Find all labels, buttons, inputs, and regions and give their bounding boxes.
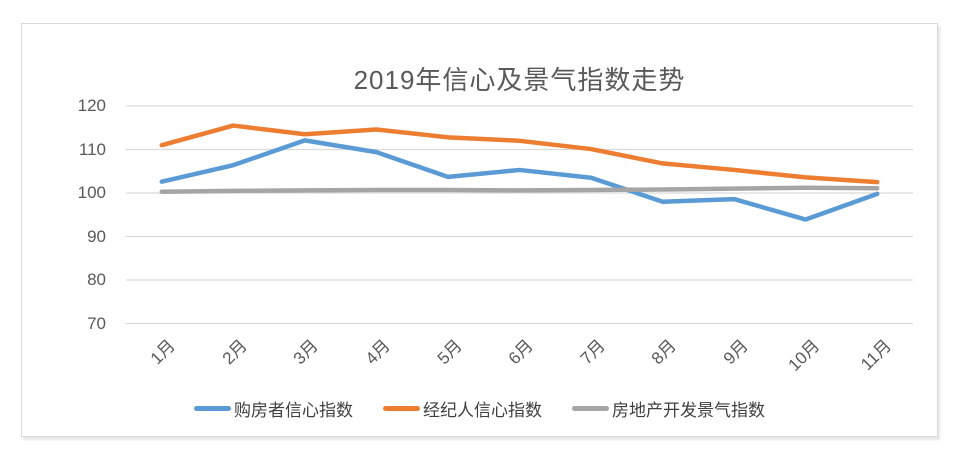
legend-line-swatch-icon <box>383 406 420 411</box>
legend-label: 购房者信心指数 <box>234 401 353 420</box>
legend-label: 经纪人信心指数 <box>423 401 542 420</box>
chart-title: 2019年信心及景气指数走势 <box>353 65 686 95</box>
line-chart-plot <box>126 105 913 325</box>
series-line <box>159 185 880 194</box>
chart-frame: 2019年信心及景气指数走势 120 110 100 90 80 70 1月 2月 3月 4月 5… <box>21 23 938 437</box>
y-axis-tick-label: 90 <box>87 226 106 246</box>
y-axis-tick-label: 100 <box>77 183 106 202</box>
legend-line-swatch-icon <box>194 406 231 411</box>
legend-item: 房地产开发景气指数 <box>572 396 765 421</box>
legend-item: 经纪人信心指数 <box>383 396 542 421</box>
legend: 购房者信心指数 经纪人信心指数 房地产开发景气指数 <box>22 396 937 421</box>
y-axis-tick-label: 120 <box>77 96 106 115</box>
series-line <box>159 123 880 185</box>
y-axis-tick-label: 70 <box>87 313 106 333</box>
legend-line-swatch-icon <box>572 406 609 411</box>
y-axis-tick-label: 80 <box>87 270 106 289</box>
legend-item: 购房者信心指数 <box>194 396 353 421</box>
y-axis-tick-label: 110 <box>78 139 106 159</box>
legend-label: 房地产开发景气指数 <box>612 401 765 420</box>
series-line <box>159 138 880 222</box>
